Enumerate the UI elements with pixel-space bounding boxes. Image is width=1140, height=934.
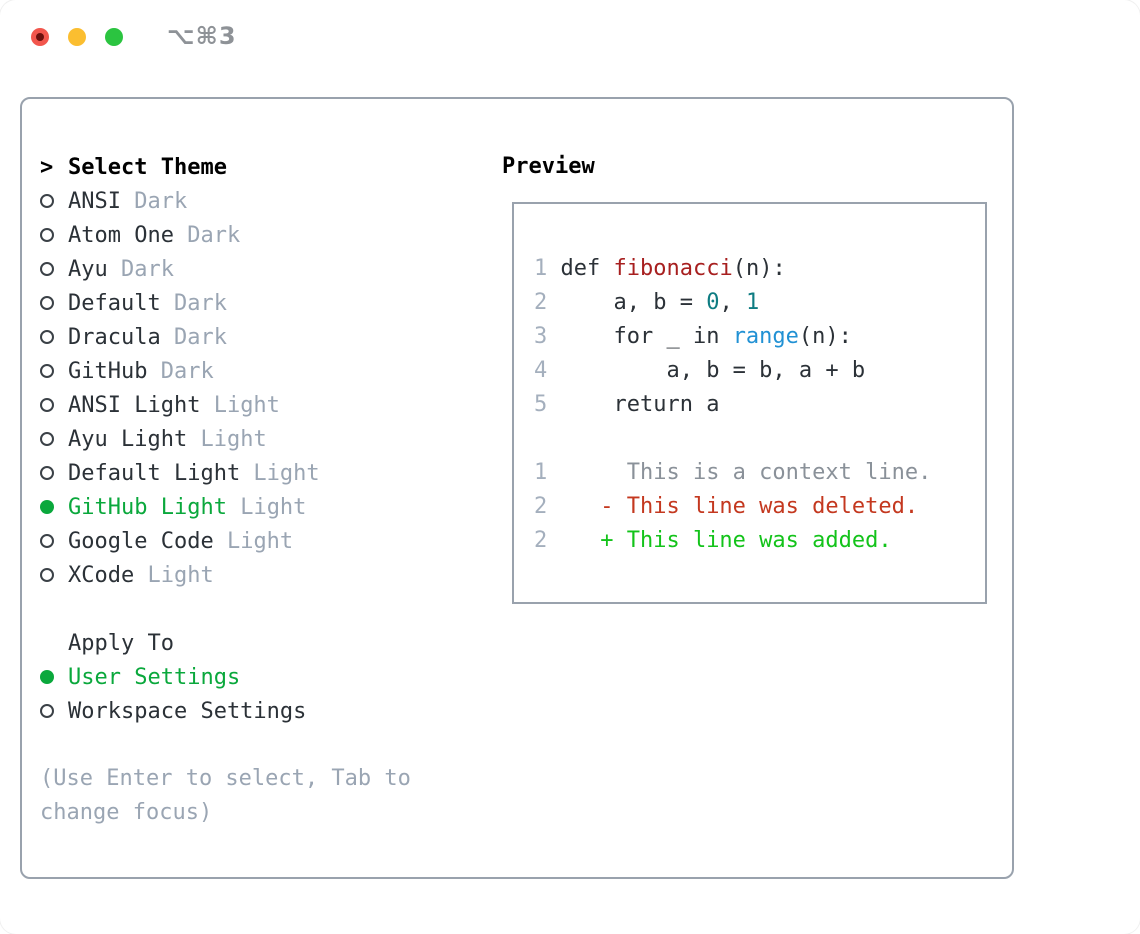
option-label: Workspace Settings xyxy=(68,698,307,724)
minimize-button[interactable] xyxy=(68,28,86,46)
theme-option[interactable]: Atom One Dark xyxy=(40,218,411,252)
theme-option[interactable]: GitHub Light Light xyxy=(40,490,411,524)
option-label: Default xyxy=(68,290,161,316)
code-line: 1 This is a context line. xyxy=(534,460,932,485)
select-theme-header: > Select Theme xyxy=(40,150,411,184)
apply-to-option[interactable]: Workspace Settings xyxy=(40,694,411,728)
theme-option[interactable]: ANSI Light Light xyxy=(40,388,411,422)
theme-list: ANSI Dark Atom One Dark Ayu Dark Default Da… xyxy=(40,184,411,592)
code-line xyxy=(534,422,985,456)
theme-variant-label: Dark xyxy=(160,290,227,316)
code-line: 2 a, b = 0, 1 xyxy=(534,290,760,315)
code-line: 4 a, b = b, a + b xyxy=(534,358,866,383)
theme-option[interactable]: Default Dark xyxy=(40,286,411,320)
theme-option[interactable]: Ayu Dark xyxy=(40,252,411,286)
radio-icon xyxy=(40,466,54,480)
hint-text: (Use Enter to select, Tab to change focus… xyxy=(40,762,411,830)
code-line: 5 return a xyxy=(534,392,720,417)
theme-option[interactable]: Default Light Light xyxy=(40,456,411,490)
preview-box: 1 def fibonacci(n): 2 a, b = 0, 1 3 for _ … xyxy=(512,202,987,604)
theme-variant-label: Dark xyxy=(120,188,188,214)
theme-option[interactable]: Google Code Light xyxy=(40,524,411,558)
radio-icon xyxy=(40,364,54,378)
option-label: ANSI xyxy=(68,188,121,214)
theme-variant-label: Light xyxy=(226,494,307,520)
preview-title: Preview xyxy=(502,154,595,179)
code-preview: 1 def fibonacci(n): 2 a, b = 0, 1 3 for _ … xyxy=(534,252,985,558)
option-label: Atom One xyxy=(68,222,174,248)
radio-icon xyxy=(40,398,54,412)
theme-variant-label: Light xyxy=(187,426,267,452)
theme-option[interactable]: XCode Light xyxy=(40,558,411,592)
apply-to-option[interactable]: User Settings xyxy=(40,660,411,694)
radio-icon xyxy=(40,262,54,276)
theme-column: > Select Theme ANSI Dark Atom One Dark Ayu… xyxy=(40,150,411,830)
option-label: Google Code xyxy=(68,528,214,554)
theme-selector-panel: > Select Theme ANSI Dark Atom One Dark Ayu… xyxy=(20,97,1014,879)
theme-variant-label: Light xyxy=(213,528,294,554)
theme-variant-label: Dark xyxy=(173,222,241,248)
theme-variant-label: Light xyxy=(200,392,280,418)
zoom-button[interactable] xyxy=(105,28,123,46)
theme-variant-label: Dark xyxy=(147,358,214,384)
radio-selected-icon xyxy=(40,670,54,684)
option-label: XCode xyxy=(68,562,135,588)
radio-icon xyxy=(40,330,54,344)
spacer xyxy=(40,728,411,762)
radio-icon xyxy=(40,568,54,582)
close-button[interactable] xyxy=(31,28,49,46)
traffic-lights xyxy=(31,28,123,46)
theme-option[interactable]: Dracula Dark xyxy=(40,320,411,354)
theme-variant-label: Dark xyxy=(160,324,227,350)
radio-icon xyxy=(40,432,54,446)
hint-line: change focus) xyxy=(40,800,213,825)
window-title: ⌥⌘3 xyxy=(167,22,237,50)
apply-to-title: Apply To xyxy=(68,630,174,656)
theme-option[interactable]: GitHub Dark xyxy=(40,354,411,388)
theme-option[interactable]: ANSI Dark xyxy=(40,184,411,218)
theme-option[interactable]: Ayu Light Light xyxy=(40,422,411,456)
radio-icon xyxy=(40,704,54,718)
code-line: 2 + This line was added. xyxy=(534,528,892,553)
theme-variant-label: Light xyxy=(240,460,320,486)
code-line: 2 - This line was deleted. xyxy=(534,494,919,519)
option-label: Ayu xyxy=(68,256,108,282)
code-line: 3 for _ in range(n): xyxy=(534,324,852,349)
code-line: 1 def fibonacci(n): xyxy=(534,256,786,281)
option-label: Default Light xyxy=(68,460,241,486)
option-label: Dracula xyxy=(68,324,161,350)
hint-line: (Use Enter to select, Tab to xyxy=(40,766,411,791)
radio-icon xyxy=(40,194,54,208)
spacer xyxy=(40,592,411,626)
option-label: ANSI Light xyxy=(68,392,201,418)
apply-to-list: User Settings Workspace Settings xyxy=(40,660,411,728)
option-label: GitHub xyxy=(68,358,148,384)
apply-to-header: Apply To xyxy=(40,626,411,660)
option-label: User Settings xyxy=(68,664,241,690)
prompt-marker-icon: > xyxy=(40,154,54,180)
option-label: Ayu Light xyxy=(68,426,188,452)
radio-icon xyxy=(40,296,54,310)
option-label: GitHub Light xyxy=(68,494,227,520)
radio-icon xyxy=(40,228,54,242)
radio-selected-icon xyxy=(40,500,54,514)
radio-icon xyxy=(40,534,54,548)
select-theme-title: Select Theme xyxy=(68,154,227,180)
theme-variant-label: Light xyxy=(134,562,214,588)
theme-variant-label: Dark xyxy=(107,256,174,282)
